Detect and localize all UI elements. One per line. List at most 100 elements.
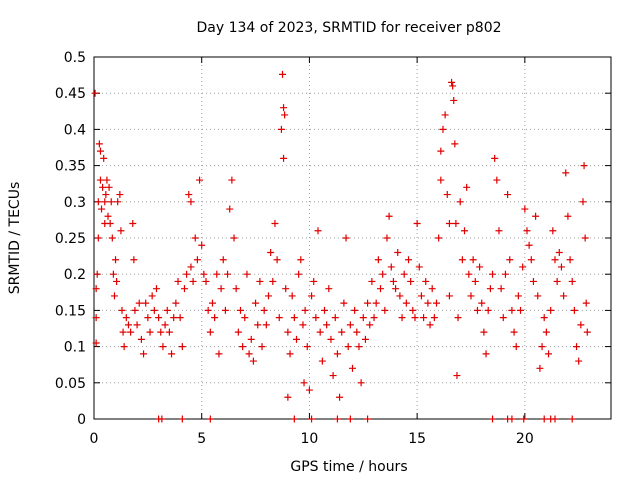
data-point (325, 285, 333, 293)
y-tick-label: 0.3 (64, 195, 86, 211)
data-point (130, 256, 138, 264)
data-point (486, 285, 494, 293)
data-point (308, 292, 316, 300)
data-point (110, 292, 118, 300)
data-point (193, 256, 201, 264)
data-point (254, 321, 262, 329)
data-point (135, 299, 143, 307)
data-point (320, 306, 328, 314)
data-point (211, 314, 219, 322)
data-point (314, 227, 322, 235)
data-point (282, 285, 290, 293)
data-point (249, 357, 257, 365)
data-point (98, 205, 106, 213)
data-point (349, 364, 356, 372)
data-point (417, 292, 425, 300)
data-point (124, 321, 132, 329)
data-point (247, 335, 255, 343)
data-point (329, 372, 337, 380)
data-point (342, 234, 350, 242)
data-point (476, 263, 484, 271)
data-point (146, 328, 154, 336)
data-point (224, 270, 232, 278)
y-tick-label: 0.2 (64, 267, 86, 283)
x-tick-label: 20 (516, 431, 534, 447)
data-point (542, 328, 550, 336)
data-point (118, 306, 126, 314)
data-point (566, 256, 574, 264)
data-point (108, 234, 116, 242)
data-point (183, 270, 191, 278)
data-point (305, 386, 313, 394)
data-point (133, 321, 141, 329)
data-point (297, 256, 305, 264)
data-point (102, 191, 110, 199)
data-point (336, 393, 344, 401)
data-point (580, 162, 588, 170)
data-points (91, 70, 591, 423)
data-point (331, 314, 339, 322)
data-point (172, 299, 180, 307)
data-point (346, 415, 354, 423)
data-point (499, 314, 507, 322)
data-point (512, 343, 520, 351)
data-point (340, 299, 348, 307)
data-point (355, 343, 363, 351)
data-point (359, 314, 367, 322)
data-point (290, 415, 298, 423)
data-point (545, 350, 553, 358)
data-point (555, 248, 563, 256)
y-tick-label: 0.5 (64, 50, 86, 66)
data-point (107, 198, 115, 206)
data-point (284, 328, 292, 336)
x-axis-label: GPS time / hours (290, 459, 407, 475)
data-point (213, 270, 221, 278)
data-point (122, 314, 130, 322)
data-point (361, 335, 369, 343)
data-point (478, 299, 486, 307)
data-point (450, 96, 458, 104)
data-point (106, 220, 114, 228)
data-point (523, 227, 531, 235)
data-point (91, 89, 99, 97)
data-point (338, 328, 346, 336)
data-point (187, 198, 195, 206)
data-point (461, 227, 469, 235)
data-point (467, 292, 475, 300)
data-point (100, 154, 108, 162)
data-point (364, 415, 372, 423)
data-point (525, 241, 533, 249)
data-point (116, 191, 124, 199)
data-point (258, 343, 266, 351)
data-point (428, 285, 436, 293)
data-point (286, 350, 294, 358)
data-point (370, 314, 378, 322)
data-point (239, 343, 247, 351)
data-point (99, 183, 107, 191)
data-point (144, 314, 152, 322)
data-point (333, 415, 341, 423)
data-point (92, 285, 100, 293)
data-point (407, 277, 415, 285)
data-point (430, 314, 438, 322)
data-point (540, 415, 548, 423)
data-point (433, 299, 441, 307)
data-point (453, 372, 461, 380)
data-point (422, 277, 430, 285)
data-point (372, 299, 380, 307)
y-tick-label: 0.05 (55, 376, 86, 392)
data-point (96, 176, 104, 184)
data-point (200, 270, 208, 278)
data-point (501, 270, 509, 278)
data-point (415, 263, 423, 271)
data-point (463, 183, 471, 191)
data-point (452, 220, 460, 228)
data-point (165, 328, 173, 336)
data-point (196, 176, 204, 184)
grid-lines (94, 57, 611, 419)
data-point (280, 104, 288, 112)
data-point (198, 241, 206, 249)
data-point (568, 415, 576, 423)
data-point (553, 277, 561, 285)
data-point (189, 277, 197, 285)
